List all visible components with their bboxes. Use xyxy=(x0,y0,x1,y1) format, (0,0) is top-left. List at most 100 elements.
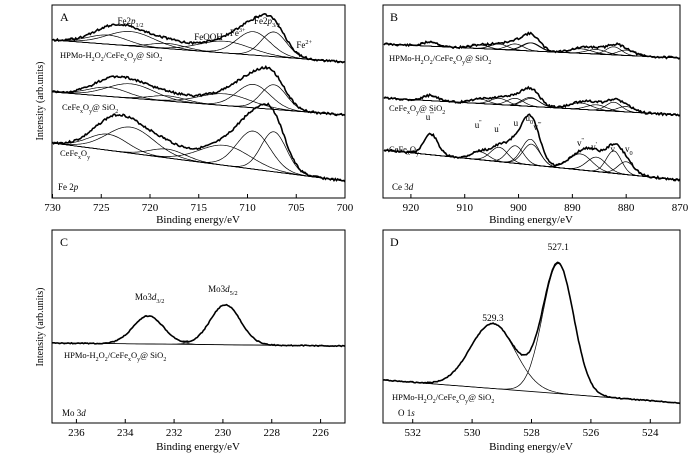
peak-annotation: v xyxy=(610,144,615,154)
fit-component-peak xyxy=(52,34,346,63)
peak-annotation: u'' xyxy=(475,119,482,130)
panel-c-xlabel: Binding energy/eV xyxy=(156,441,240,453)
x-tick-label: 715 xyxy=(191,202,208,214)
measured-spectrum xyxy=(383,113,681,182)
series-label: CeFexOy@ SiO2 xyxy=(62,102,118,115)
panel-b-letter: B xyxy=(390,10,398,24)
panel-b-annotations: u''' u'' u' u u0 v''' v'' v' v v0 xyxy=(426,111,633,157)
x-tick-label: 705 xyxy=(288,202,305,214)
panel-d-ticks: 532 530 528 526 524 xyxy=(404,419,659,439)
fit-component-peak xyxy=(52,315,345,347)
fit-component-peak xyxy=(383,133,681,181)
fit-component-peak xyxy=(383,143,681,181)
panel-a-ylabel: Intensity (arb.units) xyxy=(35,62,46,141)
panel-c-ylabel: Intensity (arb.units) xyxy=(35,288,46,367)
panel-b-curves xyxy=(383,31,681,182)
series-label: CeFexOy@ SiO2 xyxy=(389,103,445,116)
series-label: HPMo-H2O2/CeFexOy@ SiO2 xyxy=(60,50,162,63)
x-tick-label: 234 xyxy=(117,427,134,439)
fit-component-peak xyxy=(52,304,345,347)
panel-b: B 920 910 900 890 880 870 u''' u'' u' u u0 v''' v''… xyxy=(382,4,689,226)
measured-spectrum xyxy=(52,303,346,348)
series-label: CeFexOy xyxy=(389,144,419,157)
x-tick-label: 524 xyxy=(642,427,659,439)
peak-annotation: 529.3 xyxy=(482,314,504,324)
fit-component-peak xyxy=(52,133,346,182)
x-tick-label: 890 xyxy=(564,202,581,214)
measured-spectrum xyxy=(52,12,346,64)
panel-b-core-level-label: Ce 3d xyxy=(392,182,414,192)
peak-annotation: v''' xyxy=(533,121,541,132)
fit-component-peak xyxy=(383,149,681,181)
panel-c: C 236 234 232 230 228 226 Mo3d3/2 Mo3d5/2 HPMo… xyxy=(35,229,346,453)
panel-a-annotations: Fe2p1/2 FeOOH Fe3+ Fe2p3/2 Fe2+ xyxy=(117,16,312,50)
series-label: HPMo-H2O2/CeFexOy@ SiO2 xyxy=(392,392,494,405)
panel-c-annotations: Mo3d3/2 Mo3d5/2 xyxy=(135,284,238,305)
peak-annotation: Mo3d3/2 xyxy=(135,292,165,305)
x-tick-label: 232 xyxy=(166,427,183,439)
panel-c-core-level-label: Mo 3d xyxy=(62,408,86,418)
x-tick-label: 528 xyxy=(523,427,540,439)
measured-spectrum xyxy=(383,31,681,60)
panel-a-ticks: 730 725 720 715 710 705 700 xyxy=(44,194,354,214)
x-tick-label: 725 xyxy=(93,202,110,214)
panel-b-series-labels: HPMo-H2O2/CeFexOy@ SiO2 CeFexOy@ SiO2 CeFe… xyxy=(389,53,491,157)
panel-b-ticks: 920 910 900 890 880 870 xyxy=(403,194,689,214)
x-tick-label: 900 xyxy=(510,202,527,214)
panel-c-series-labels: HPMo-H2O2/CeFexOy@ SiO2 xyxy=(64,350,166,363)
x-tick-label: 230 xyxy=(215,427,232,439)
measured-spectrum xyxy=(52,65,346,117)
x-tick-label: 228 xyxy=(264,427,281,439)
measured-spectrum xyxy=(383,85,680,117)
fit-component-peak xyxy=(52,131,346,182)
panel-d-series-labels: HPMo-H2O2/CeFexOy@ SiO2 xyxy=(392,392,494,405)
panel-c-curves xyxy=(51,303,346,348)
peak-annotation: v0 xyxy=(625,144,633,157)
panel-c-letter: C xyxy=(60,235,68,249)
series-label: CeFexOy xyxy=(60,148,90,161)
x-tick-label: 700 xyxy=(337,202,354,214)
x-tick-label: 236 xyxy=(68,427,85,439)
panel-c-frame xyxy=(51,229,346,424)
panel-a-xlabel: Binding energy/eV xyxy=(156,214,240,226)
panel-d-annotations: 529.3 527.1 xyxy=(482,243,569,324)
x-tick-label: 720 xyxy=(142,202,159,214)
x-tick-label: 730 xyxy=(44,202,61,214)
panel-d-core-level-label: O 1s xyxy=(398,408,415,418)
fit-component-peak xyxy=(383,138,681,181)
x-tick-label: 880 xyxy=(618,202,635,214)
peak-annotation: 527.1 xyxy=(548,243,570,253)
panel-a: A 730 725 720 715 710 705 700 Fe2p1/2 FeOOH Fe3+… xyxy=(35,4,354,226)
x-tick-label: 526 xyxy=(583,427,600,439)
panel-d: D 532 530 528 526 524 529.3 527.1 HPMo-H2O2/C… xyxy=(382,229,681,453)
peak-annotation: Fe2+ xyxy=(296,39,312,50)
peak-annotation: u xyxy=(514,118,519,128)
panel-a-curves xyxy=(51,12,346,183)
x-tick-label: 910 xyxy=(456,202,473,214)
peak-annotation: FeOOH xyxy=(194,32,223,42)
measured-spectrum xyxy=(51,102,346,183)
panel-a-letter: A xyxy=(60,10,69,24)
series-label: HPMo-H2O2/CeFexOy@ SiO2 xyxy=(389,53,491,66)
panel-d-xlabel: Binding energy/eV xyxy=(489,441,573,453)
peak-annotation: Fe2p3/2 xyxy=(254,16,280,29)
panel-b-xlabel: Binding energy/eV xyxy=(489,214,573,226)
panel-d-curves xyxy=(382,261,681,405)
fit-component-peak xyxy=(52,130,346,182)
x-tick-label: 920 xyxy=(403,202,420,214)
peak-annotation: Fe3+ xyxy=(230,27,246,38)
measured-spectrum xyxy=(382,261,681,405)
peak-annotation: Mo3d5/2 xyxy=(208,284,238,297)
peak-annotation: v' xyxy=(591,141,597,152)
x-tick-label: 530 xyxy=(464,427,481,439)
x-tick-label: 226 xyxy=(312,427,329,439)
peak-annotation: Fe2p1/2 xyxy=(117,16,143,29)
fit-component-peak xyxy=(52,86,346,116)
series-label: HPMo-H2O2/CeFexOy@ SiO2 xyxy=(64,350,166,363)
panel-d-letter: D xyxy=(390,235,399,249)
peak-annotation: u''' xyxy=(426,111,434,122)
panel-b-frame xyxy=(382,4,681,199)
panel-a-core-level-label: Fe 2p xyxy=(58,182,79,192)
peak-annotation: u0 xyxy=(525,113,533,126)
